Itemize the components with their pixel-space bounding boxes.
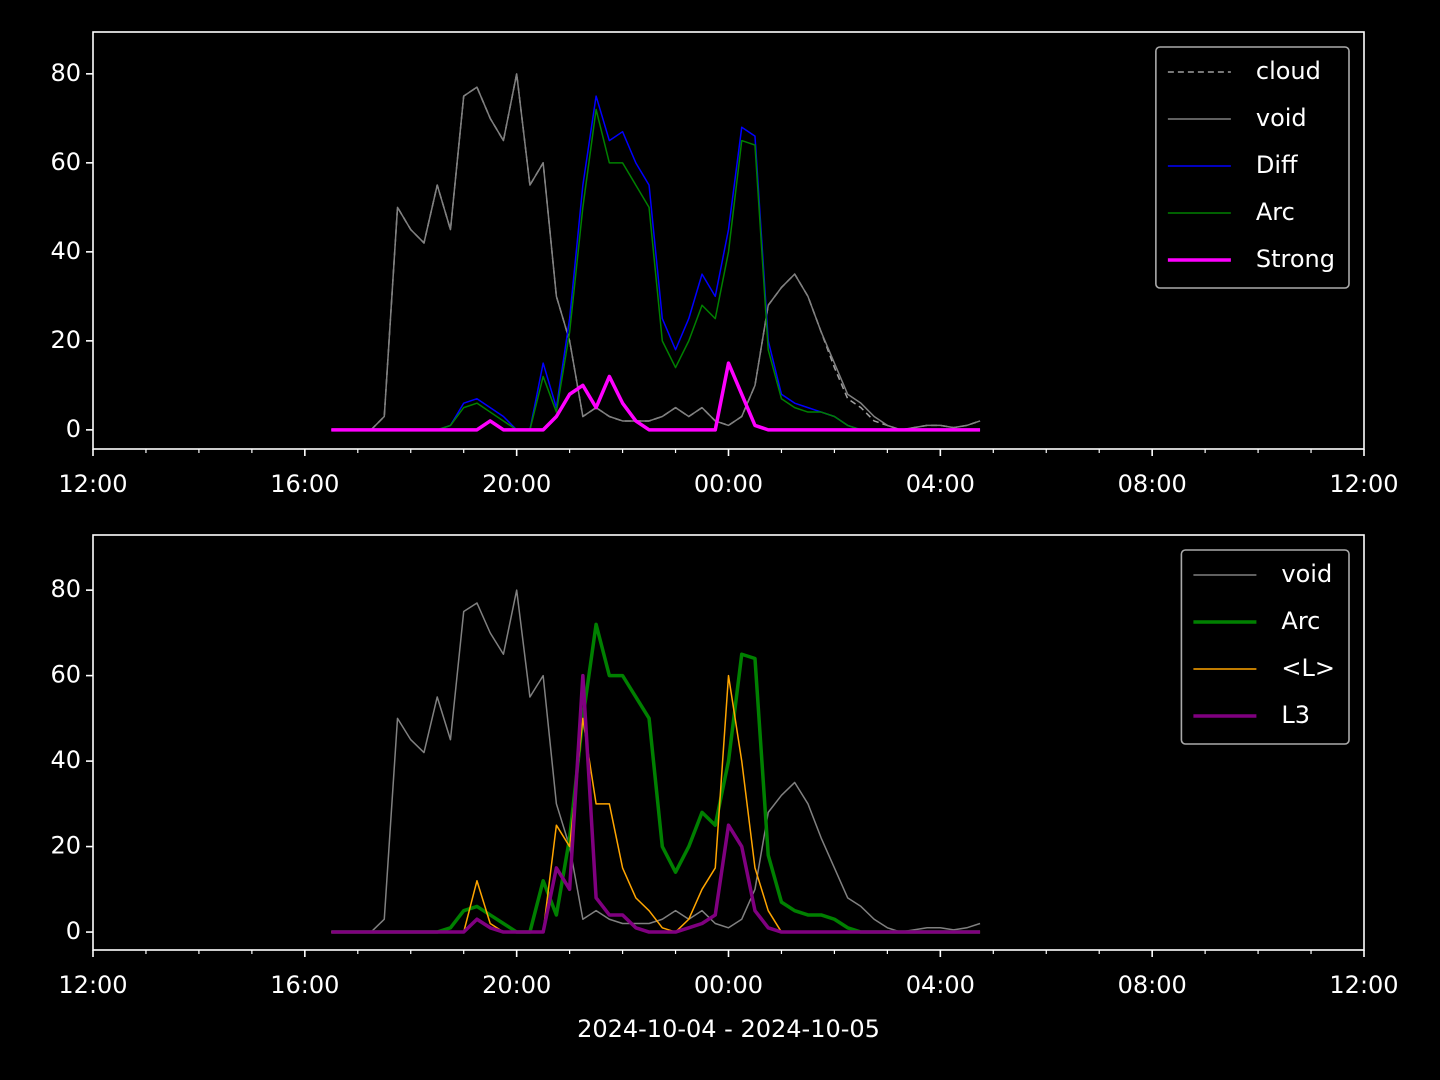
series-line: [331, 95, 981, 431]
y-tick-label: 0: [66, 917, 81, 945]
legend-label: Arc: [1281, 607, 1320, 635]
x-tick-label: 12:00: [1329, 971, 1398, 999]
x-tick-label: 08:00: [1118, 470, 1187, 498]
x-tick-label: 00:00: [694, 470, 763, 498]
series-line: [331, 73, 981, 431]
series-line: [331, 622, 981, 934]
legend-label: Strong: [1256, 245, 1335, 273]
x-tick-label: 00:00: [694, 971, 763, 999]
y-tick-label: 40: [50, 746, 81, 774]
legend-label: <L>: [1281, 654, 1335, 682]
legend-frame: [1155, 46, 1350, 289]
x-tick-label: 12:00: [58, 470, 127, 498]
x-tick-label: 08:00: [1118, 971, 1187, 999]
x-tick-label: 16:00: [270, 470, 339, 498]
legend: cloud void Diff Arc Strong: [1155, 46, 1350, 289]
axes-frame: [92, 534, 1365, 951]
y-tick-label: 60: [50, 148, 81, 176]
series-line: [331, 673, 981, 934]
axes: 0 20 40 60 80 12:00 16:00 20:00 00:00 04:00 08:00 1…: [50, 534, 1399, 1043]
legend-label: Diff: [1256, 151, 1298, 179]
legend-label: L3: [1281, 701, 1310, 729]
series-line: [331, 674, 981, 933]
y-tick-label: 80: [50, 59, 81, 87]
y-tick-label: 60: [50, 661, 81, 689]
y-tick-label: 20: [50, 326, 81, 354]
axes-frame: [92, 31, 1365, 450]
x-tick-label: 12:00: [1329, 470, 1398, 498]
legend-label: cloud: [1256, 57, 1321, 85]
y-tick-label: 40: [50, 237, 81, 265]
legend: void Arc <L> L3: [1180, 549, 1350, 745]
legend-frame: [1180, 549, 1350, 745]
axes: 0 20 40 60 80 12:00 16:00 20:00 00:00 04:00 08:00 1…: [50, 31, 1399, 498]
series-line: [331, 361, 981, 432]
x-tick-label: 04:00: [906, 971, 975, 999]
legend-label: void: [1256, 104, 1307, 132]
x-tick-label: 04:00: [906, 470, 975, 498]
series-line: [331, 108, 981, 431]
legend-label: void: [1281, 560, 1332, 588]
y-tick-label: 80: [50, 575, 81, 603]
x-tick-label: 12:00: [58, 971, 127, 999]
legend-label: Arc: [1256, 198, 1295, 226]
y-tick-label: 20: [50, 832, 81, 860]
x-axis-label: 2024-10-04 - 2024-10-05: [577, 1015, 880, 1043]
series-line: [331, 589, 981, 933]
y-tick-label: 0: [66, 415, 81, 443]
x-tick-label: 20:00: [482, 971, 551, 999]
x-tick-label: 16:00: [270, 971, 339, 999]
x-tick-label: 20:00: [482, 470, 551, 498]
